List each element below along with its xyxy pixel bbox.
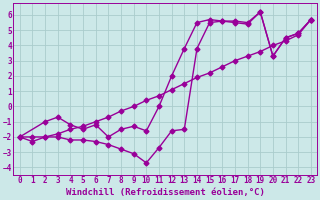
X-axis label: Windchill (Refroidissement éolien,°C): Windchill (Refroidissement éolien,°C)	[66, 188, 265, 197]
